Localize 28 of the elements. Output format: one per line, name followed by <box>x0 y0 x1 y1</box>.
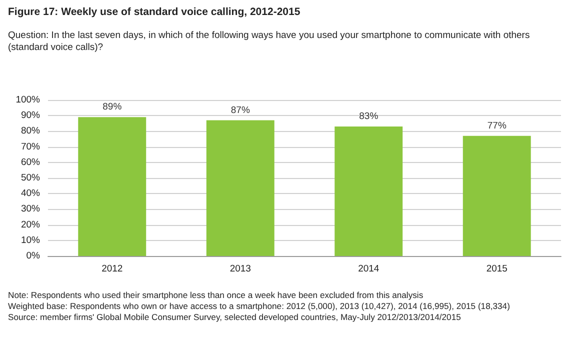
data-label: 77% <box>487 120 507 132</box>
y-tick-label: 20% <box>20 219 41 230</box>
y-tick-label: 30% <box>20 204 41 215</box>
y-tick-label: 40% <box>20 188 41 200</box>
y-tick-label: 0% <box>26 250 41 262</box>
data-label: 89% <box>102 102 122 113</box>
x-tick-label: 2013 <box>230 264 251 274</box>
x-tick-label: 2015 <box>486 264 508 274</box>
text: Note: Respondents who used their smartphone less than once a week have been excluded from this analysis <box>8 290 424 300</box>
y-tick-label: 50% <box>20 172 41 184</box>
y-tick-label: 10% <box>20 234 41 246</box>
y-tick-label: 100% <box>16 94 41 106</box>
chart-title: Figure 17: Weekly use of standard voice calling, 2012-2015 <box>8 6 300 18</box>
text: Weighted base: Respondents who own or have access to a smartphone: 2012 (5,000), 2013 (10,427), 2014 (16,995), 2015 (18,334) <box>8 301 510 311</box>
y-tick-label: 70% <box>20 141 41 152</box>
data-label: 87% <box>230 104 250 116</box>
y-tick-label: 90% <box>20 110 41 122</box>
data-label: 83% <box>359 111 379 122</box>
y-tick-label: 60% <box>20 156 41 168</box>
bar <box>206 120 274 256</box>
bar <box>334 126 403 256</box>
source-note: Source: member firms' Global Mobile Consumer Survey, selected developed countries, May-July 2012/2013/2014/2015 <box>8 312 461 322</box>
y-tick-label: 80% <box>20 126 41 137</box>
x-tick-label: 2012 <box>102 264 123 274</box>
bar <box>462 136 531 256</box>
bar <box>78 117 146 256</box>
chart-subtitle: Question: In the last seven days, in which of the following ways have you used your smartphone to communicate with others (standard voice calls)? <box>8 30 531 54</box>
x-tick-label: 2014 <box>358 264 380 274</box>
